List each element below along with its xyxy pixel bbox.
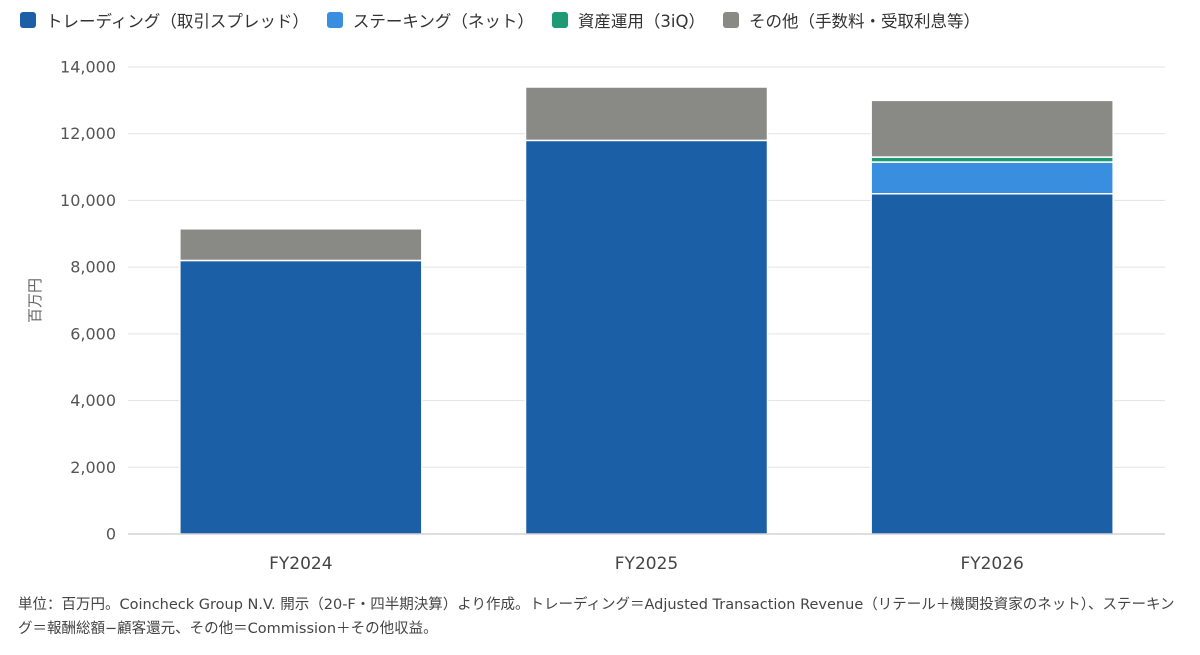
legend-item-asset-management[interactable]: 資産運用（3iQ） (551, 8, 705, 32)
legend-swatch-trading (20, 12, 36, 28)
y-tick-label: 6,000 (70, 324, 116, 343)
bar-segment-trading[interactable] (524, 139, 769, 535)
legend-item-staking[interactable]: ステーキング（ネット） (326, 8, 534, 32)
legend-label-asset-management: 資産運用（3iQ） (577, 12, 705, 31)
x-tick-label: FY2024 (269, 554, 332, 574)
bar-stack-fy2025 (524, 86, 769, 535)
bar-segment-other[interactable] (524, 86, 769, 142)
bar-segment-staking[interactable] (870, 161, 1114, 195)
chart-footnote: 単位：百万円。Coincheck Group N.V. 開示（20-F・四半期決… (18, 597, 1175, 637)
y-tick-label: 2,000 (70, 458, 116, 477)
bar-segment-trading[interactable] (179, 259, 423, 535)
bar-segment-other[interactable] (870, 99, 1114, 158)
y-axis-label: 百万円 (26, 278, 44, 323)
bar-segment-trading[interactable] (870, 193, 1114, 535)
y-tick-label: 10,000 (60, 191, 116, 210)
legend-label-staking: ステーキング（ネット） (352, 12, 534, 31)
legend-item-trading[interactable]: トレーディング（取引スプレッド） (20, 8, 309, 32)
bar-stack-fy2026 (870, 99, 1114, 535)
y-tick-label: 14,000 (60, 58, 116, 77)
chart-legend: トレーディング（取引スプレッド） ステーキング（ネット） 資産運用（3iQ） そ… (20, 8, 980, 32)
legend-swatch-asset-management (551, 12, 568, 28)
legend-swatch-other (722, 12, 739, 28)
bar-stacks (179, 86, 1114, 535)
legend-label-other: その他（手数料・受取利息等） (748, 12, 980, 31)
x-axis-tick-labels: FY2024 FY2025 FY2026 (269, 554, 1024, 574)
y-axis-tick-labels: 0 2,000 4,000 6,000 8,000 10,000 12,000 14,000 (60, 58, 116, 544)
x-tick-label: FY2026 (960, 554, 1023, 574)
y-tick-label: 4,000 (70, 391, 116, 410)
bar-stack-fy2024 (179, 228, 423, 535)
x-tick-label: FY2025 (615, 554, 678, 574)
y-tick-label: 8,000 (70, 258, 116, 277)
legend-label-trading: トレーディング（取引スプレッド） (46, 12, 309, 31)
bar-segment-asset-management[interactable] (870, 156, 1114, 163)
bar-segment-other[interactable] (179, 228, 423, 262)
stacked-bar-chart: 02,0004,0006,0008,00010,00012,00014,000 … (26, 58, 1165, 574)
legend-swatch-staking (326, 12, 343, 28)
y-tick-label: 12,000 (60, 124, 116, 143)
y-tick-label: 0 (106, 525, 116, 544)
legend-item-other[interactable]: その他（手数料・受取利息等） (722, 8, 980, 32)
